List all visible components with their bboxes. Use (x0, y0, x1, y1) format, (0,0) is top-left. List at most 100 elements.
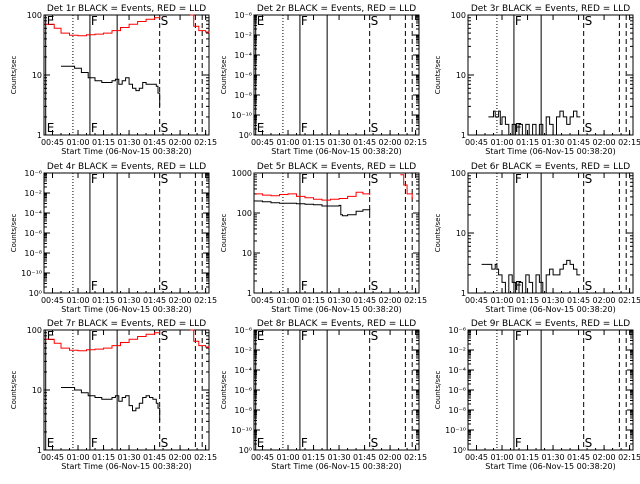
y-tick-label: 10 (32, 71, 42, 80)
marker-label-f: F (91, 329, 98, 343)
plot-frame (253, 172, 420, 294)
marker-label-s: S (585, 436, 593, 450)
y-axis-label: Counts/sec (434, 214, 442, 253)
x-tick-label: 01:30 (118, 296, 141, 305)
panel-title: Det 5r BLACK = Events, RED = LLD (257, 162, 416, 172)
y-tick-label: 100 (451, 169, 466, 178)
marker-label-f: F (91, 14, 98, 28)
x-tick-label: 01:45 (567, 453, 590, 462)
series-line-lld (45, 14, 210, 37)
series-line-events (255, 200, 371, 217)
y-tick-label: 10⁻⁶ (448, 326, 466, 335)
x-tick-label: 01:30 (542, 296, 565, 305)
y-axis-label: Counts/sec (220, 371, 228, 410)
x-tick-label: 02:15 (404, 453, 427, 462)
marker-label-s: S (585, 279, 593, 293)
x-tick-label: 00:45 (41, 138, 64, 147)
marker-label-f: F (91, 172, 98, 186)
x-tick-label: 01:00 (66, 453, 89, 462)
y-tick-label: 1 (37, 446, 42, 455)
x-tick-label: 01:00 (276, 453, 299, 462)
marker-label-f: F (91, 121, 98, 135)
y-tick-label: 1000 (232, 169, 252, 178)
x-tick-label: 01:30 (118, 453, 141, 462)
x-axis-label: Start Time (06-Nov-15 00:38:20) (271, 147, 401, 156)
x-tick-label: 01:45 (567, 138, 590, 147)
x-tick-label: 01:15 (92, 138, 115, 147)
y-tick-label: 10 (32, 386, 42, 395)
x-axis-label: Start Time (06-Nov-15 00:38:20) (485, 462, 615, 471)
x-tick-label: 00:45 (251, 138, 274, 147)
y-tick-label: 10⁻⁸ (24, 249, 42, 258)
series-line-lld (45, 329, 210, 352)
y-axis-label: Counts/sec (220, 214, 228, 253)
y-tick-label: 10⁻⁶ (448, 386, 466, 395)
x-tick-label: 00:45 (251, 296, 274, 305)
series-line-events (61, 65, 161, 107)
marker-label-f: F (301, 172, 308, 186)
y-axis-label: Counts/sec (434, 56, 442, 95)
panel-title: Det 8r BLACK = Events, RED = LLD (257, 319, 416, 329)
panel-det-5r: Det 5r BLACK = Events, RED = LLD 1 10 100 10… (220, 162, 427, 314)
x-tick-label: 02:15 (404, 138, 427, 147)
marker-label-f: F (515, 329, 522, 343)
x-tick-label: 02:00 (593, 138, 616, 147)
y-tick-label: 100 (27, 326, 42, 335)
x-tick-label: 02:00 (169, 296, 192, 305)
x-tick-label: 00:45 (465, 296, 488, 305)
x-tick-label: 01:15 (302, 138, 325, 147)
x-tick-label: 01:30 (328, 453, 351, 462)
x-tick-label: 01:00 (66, 138, 89, 147)
y-tick-label: 10⁻⁶ (24, 169, 42, 178)
y-tick-label: 1 (37, 131, 42, 140)
y-axis-label: Counts/sec (10, 214, 18, 253)
y-tick-label: 100 (451, 11, 466, 20)
panel-det-9r: Det 9r BLACK = Events, RED = LLD 10⁰ 10⁻¹⁰… (434, 319, 640, 471)
marker-label-e: E (47, 329, 55, 343)
marker-label-f: F (91, 279, 98, 293)
panel-title: Det 3r BLACK = Events, RED = LLD (471, 4, 630, 14)
y-tick-label: 10⁻⁶ (234, 326, 252, 335)
plot-frame (467, 329, 634, 451)
x-tick-label: 02:00 (379, 296, 402, 305)
x-tick-label: 02:00 (169, 138, 192, 147)
marker-label-s: S (371, 279, 379, 293)
x-tick-label: 01:00 (276, 138, 299, 147)
x-tick-label: 01:30 (328, 138, 351, 147)
x-tick-label: 01:15 (516, 296, 539, 305)
x-tick-label: 01:45 (143, 296, 166, 305)
y-tick-label: 10⁻⁴ (234, 366, 252, 375)
marker-label-e: E (257, 329, 265, 343)
x-tick-label: 01:45 (353, 138, 376, 147)
y-tick-label: 10⁻¹⁰ (231, 426, 252, 435)
y-tick-label: 10⁻⁶ (234, 386, 252, 395)
panel-det-1r: Det 1r BLACK = Events, RED = LLD 1 10 100 00… (10, 4, 217, 156)
marker-label-f: F (301, 436, 308, 450)
y-tick-label: 1 (461, 289, 466, 298)
plot-frame (253, 329, 420, 451)
marker-label-e: E (47, 14, 55, 28)
marker-label-s: S (161, 279, 169, 293)
y-axis-label: Counts/sec (10, 371, 18, 410)
y-tick-label: 10⁻⁴ (24, 209, 42, 218)
plot-frame (253, 14, 420, 136)
x-tick-label: 01:15 (92, 296, 115, 305)
x-tick-label: 01:45 (353, 453, 376, 462)
x-tick-label: 02:00 (169, 453, 192, 462)
x-tick-label: 01:30 (118, 138, 141, 147)
x-axis-label: Start Time (06-Nov-15 00:38:20) (271, 462, 401, 471)
x-tick-label: 01:00 (490, 138, 513, 147)
plot-frame (467, 172, 634, 294)
x-tick-label: 01:45 (353, 296, 376, 305)
marker-label-s: S (585, 121, 593, 135)
series-line-events (61, 387, 161, 422)
x-tick-label: 02:15 (618, 453, 640, 462)
x-axis-label: Start Time (06-Nov-15 00:38:20) (485, 147, 615, 156)
x-tick-label: 02:15 (194, 296, 217, 305)
y-tick-label: 10⁰ (453, 446, 466, 455)
y-axis-label: Counts/sec (434, 371, 442, 410)
x-tick-label: 01:45 (143, 453, 166, 462)
x-tick-label: 01:00 (66, 296, 89, 305)
x-tick-label: 01:00 (490, 296, 513, 305)
